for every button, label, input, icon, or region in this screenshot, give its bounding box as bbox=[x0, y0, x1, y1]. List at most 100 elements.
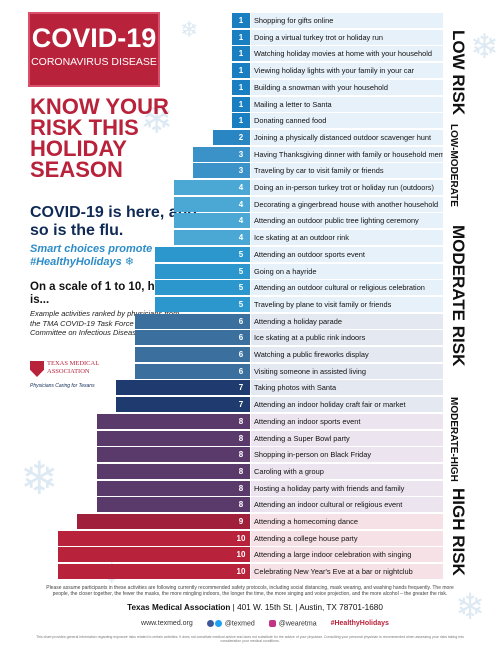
snowflake-icon: ❄ bbox=[20, 451, 59, 505]
activity-row: 6 Visiting someone in assisted living bbox=[0, 363, 500, 380]
risk-bar bbox=[96, 463, 250, 479]
risk-score: 10 bbox=[236, 550, 246, 560]
activity-label: Attending an indoor holiday craft fair o… bbox=[251, 397, 443, 413]
risk-bar bbox=[154, 246, 250, 262]
risk-score: 8 bbox=[238, 433, 244, 443]
risk-score: 5 bbox=[238, 283, 244, 293]
risk-score: 8 bbox=[238, 500, 244, 510]
headline: KNOW YOUR RISK THIS HOLIDAY SEASON bbox=[30, 94, 169, 182]
activity-row: 5 Attending an outdoor sports event bbox=[0, 246, 500, 263]
instagram-handle-text: @wearetma bbox=[278, 620, 317, 628]
risk-bar bbox=[232, 79, 250, 95]
risk-bar bbox=[193, 163, 250, 179]
activity-row: 4 Doing an in-person turkey trot or holid… bbox=[0, 179, 500, 196]
activity-label: Attending a college house party bbox=[251, 530, 443, 546]
activity-row: 8 Hosting a holiday party with friends an… bbox=[0, 480, 500, 497]
risk-score: 8 bbox=[238, 466, 244, 476]
activity-label: Attending a large indoor celebration wit… bbox=[251, 547, 443, 563]
risk-bar bbox=[135, 313, 250, 329]
twitter-icon bbox=[214, 620, 222, 627]
risk-bar bbox=[96, 447, 250, 463]
instagram-icon bbox=[268, 620, 276, 627]
activity-row: 8 Attending an indoor sports event bbox=[0, 413, 500, 430]
risk-score: 10 bbox=[236, 567, 246, 577]
risk-score: 3 bbox=[238, 166, 244, 176]
risk-bar bbox=[154, 263, 250, 279]
smart-line: Smart choices promote #HealthyHolidays ❄ bbox=[30, 243, 210, 269]
disclaimer: Please assume participants in these acti… bbox=[46, 585, 454, 597]
activity-row: 1 Donating canned food bbox=[0, 112, 500, 129]
risk-score: 1 bbox=[238, 99, 244, 109]
risk-score: 5 bbox=[238, 249, 244, 259]
activity-label: Viewing holiday lights with your family … bbox=[251, 63, 443, 79]
tma-logo: TEXAS MEDICAL ASSOCIATION Physicians Car… bbox=[30, 359, 100, 397]
risk-score: 6 bbox=[238, 316, 244, 326]
activity-label: Attending an outdoor sports event bbox=[251, 246, 443, 262]
activity-row: 4 Ice skating at an outdoor rink bbox=[0, 229, 500, 246]
activity-label: Traveling by plane to visit family or fr… bbox=[251, 296, 443, 312]
risk-bar bbox=[174, 180, 250, 195]
activity-row: 1 Watching holiday movies at home with yo… bbox=[0, 45, 500, 62]
logo-tagline: Physicians Caring for Texans bbox=[30, 383, 95, 389]
instagram-handle[interactable]: @wearetma bbox=[268, 620, 317, 628]
risk-score: 1 bbox=[238, 49, 244, 59]
risk-level-low-moderate: LOW-MODERATE bbox=[448, 123, 459, 207]
risk-score: 2 bbox=[238, 132, 244, 142]
activity-label: Attending a homecoming dance bbox=[251, 514, 443, 529]
activity-row: 5 Going on a hayride bbox=[0, 263, 500, 280]
activity-label: Doing an in-person turkey trot or holida… bbox=[251, 180, 443, 195]
activity-label: Having Thanksgiving dinner with family o… bbox=[251, 146, 443, 162]
activity-row: 3 Having Thanksgiving dinner with family … bbox=[0, 146, 500, 163]
banner-title: COVID-19 bbox=[31, 23, 157, 53]
risk-score: 8 bbox=[238, 416, 244, 426]
risk-bar bbox=[154, 296, 250, 312]
risk-bar bbox=[212, 129, 250, 145]
risk-bar bbox=[232, 63, 250, 79]
activity-row: 5 Traveling by plane to visit family or f… bbox=[0, 296, 500, 313]
risk-bar bbox=[135, 347, 250, 362]
risk-bar bbox=[96, 413, 250, 429]
snowflake-icon: ❄ bbox=[124, 256, 134, 268]
risk-bar bbox=[116, 397, 250, 413]
activity-label: Mailing a letter to Santa bbox=[251, 96, 443, 112]
activity-row: 8 Shopping in-person on Black Friday bbox=[0, 446, 500, 463]
activity-label: Attending an outdoor public tree lightin… bbox=[251, 213, 443, 229]
risk-bar bbox=[58, 564, 250, 580]
flu-line: COVID-19 is here, and so is the flu. bbox=[30, 204, 198, 239]
activity-label: Shopping in-person on Black Friday bbox=[251, 447, 443, 463]
risk-score: 1 bbox=[238, 116, 244, 126]
activity-row: 7 Taking photos with Santa bbox=[0, 379, 500, 396]
ranking-note: Example activities ranked by physicians … bbox=[30, 309, 180, 337]
social-handle[interactable]: @texmed bbox=[206, 620, 255, 627]
covid-banner: COVID-19 CORONAVIRUS DISEASE bbox=[28, 12, 160, 87]
activity-row: 8 Attending a Super Bowl party bbox=[0, 430, 500, 447]
risk-level-high: HIGH RISK bbox=[449, 488, 468, 576]
activity-row: 4 Attending an outdoor public tree lighti… bbox=[0, 212, 500, 229]
org-address: Texas Medical Association | 401 W. 15th … bbox=[95, 603, 415, 612]
logo-name: TEXAS MEDICAL ASSOCIATION bbox=[47, 360, 99, 375]
activity-label: Decorating a gingerbread house with anot… bbox=[251, 196, 443, 212]
activity-row: 6 Watching a public fireworks display bbox=[0, 346, 500, 363]
activity-row: 10 Attending a college house party bbox=[0, 530, 500, 547]
risk-bar bbox=[174, 196, 250, 212]
risk-level-moderate-high: MODERATE-HIGH bbox=[448, 396, 459, 482]
risk-score: 6 bbox=[238, 366, 244, 376]
facebook-icon bbox=[206, 620, 214, 627]
risk-score: 3 bbox=[238, 149, 244, 159]
risk-bar bbox=[96, 430, 250, 446]
risk-score: 7 bbox=[238, 383, 244, 393]
risk-bar bbox=[232, 46, 250, 62]
activity-label: Attending a Super Bowl party bbox=[251, 430, 443, 446]
risk-bar bbox=[232, 96, 250, 112]
org-name: Texas Medical Association bbox=[127, 603, 231, 612]
risk-score: 1 bbox=[238, 82, 244, 92]
activity-label: Attending an indoor sports event bbox=[251, 413, 443, 429]
website-link[interactable]: www.texmed.org bbox=[141, 620, 193, 628]
risk-bar bbox=[154, 280, 250, 296]
snowflake-icon: ❄ bbox=[455, 587, 486, 628]
activity-row: 10 Attending a large indoor celebration w… bbox=[0, 546, 500, 563]
risk-score: 1 bbox=[238, 16, 244, 25]
risk-bar bbox=[135, 330, 250, 346]
risk-bar bbox=[96, 480, 250, 496]
risk-level-moderate: MODERATE RISK bbox=[449, 225, 468, 367]
